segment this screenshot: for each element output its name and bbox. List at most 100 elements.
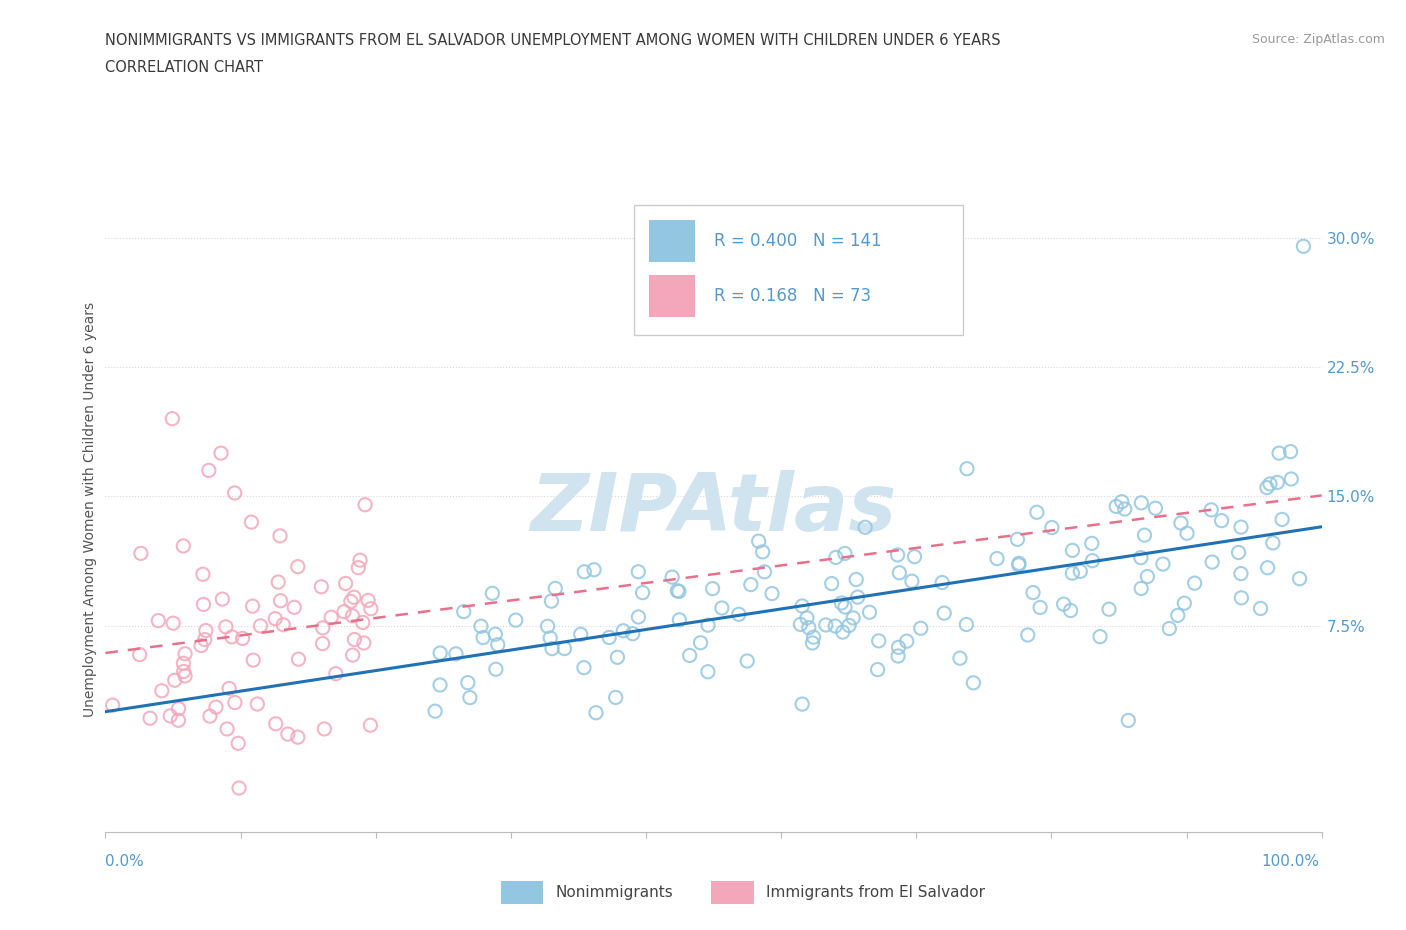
- Point: [710, 601, 733, 616]
- Point: [1059, 603, 1081, 618]
- Point: [536, 618, 558, 633]
- Point: [668, 584, 690, 599]
- Y-axis label: Unemployment Among Women with Children Under 6 years: Unemployment Among Women with Children U…: [83, 301, 97, 717]
- Point: [696, 664, 718, 679]
- Point: [217, 722, 239, 737]
- Point: [287, 652, 309, 667]
- Point: [1170, 515, 1192, 530]
- Point: [834, 600, 856, 615]
- Point: [621, 626, 644, 641]
- Text: Source: ZipAtlas.com: Source: ZipAtlas.com: [1251, 33, 1385, 46]
- Point: [1098, 602, 1121, 617]
- Point: [429, 678, 451, 693]
- Point: [789, 617, 811, 631]
- Point: [1199, 502, 1222, 517]
- Point: [821, 577, 844, 591]
- Point: [287, 730, 309, 745]
- Point: [1279, 445, 1302, 459]
- Point: [270, 593, 292, 608]
- Point: [903, 550, 925, 565]
- Point: [761, 586, 783, 601]
- Point: [264, 716, 287, 731]
- Point: [1211, 513, 1233, 528]
- Point: [831, 625, 853, 640]
- Point: [1258, 476, 1281, 491]
- Point: [801, 635, 824, 650]
- Point: [1007, 532, 1029, 547]
- Point: [333, 604, 356, 619]
- Point: [267, 575, 290, 590]
- Point: [1008, 556, 1031, 571]
- Point: [342, 647, 364, 662]
- Text: Nonimmigrants: Nonimmigrants: [555, 885, 673, 900]
- Point: [1184, 576, 1206, 591]
- Point: [1267, 475, 1289, 490]
- Point: [796, 610, 818, 625]
- Point: [1292, 239, 1315, 254]
- FancyBboxPatch shape: [711, 882, 754, 904]
- Point: [842, 610, 865, 625]
- Point: [661, 570, 683, 585]
- Point: [457, 675, 479, 690]
- Point: [1227, 545, 1250, 560]
- Point: [931, 575, 953, 590]
- Point: [751, 544, 773, 559]
- Point: [190, 638, 212, 653]
- Point: [1257, 560, 1279, 575]
- Point: [128, 647, 150, 662]
- Point: [689, 635, 711, 650]
- Point: [1130, 581, 1153, 596]
- Point: [472, 631, 495, 645]
- Point: [569, 627, 592, 642]
- Point: [173, 664, 195, 679]
- Point: [1136, 569, 1159, 584]
- Point: [962, 675, 984, 690]
- Point: [283, 600, 305, 615]
- Point: [834, 546, 856, 561]
- Point: [269, 528, 291, 543]
- Point: [1261, 536, 1284, 551]
- Point: [357, 593, 380, 608]
- Point: [910, 621, 932, 636]
- Point: [162, 616, 184, 631]
- Point: [470, 618, 492, 633]
- Point: [226, 736, 249, 751]
- Point: [1088, 630, 1111, 644]
- Point: [194, 623, 217, 638]
- Point: [1111, 494, 1133, 509]
- Point: [606, 650, 628, 665]
- Point: [678, 648, 700, 663]
- Text: CORRELATION CHART: CORRELATION CHART: [105, 60, 263, 75]
- Point: [1129, 551, 1152, 565]
- Point: [1081, 536, 1104, 551]
- Point: [129, 546, 152, 561]
- Point: [1256, 480, 1278, 495]
- Point: [1201, 554, 1223, 569]
- Point: [335, 576, 357, 591]
- Point: [1130, 496, 1153, 511]
- Point: [1144, 500, 1167, 515]
- Point: [1167, 608, 1189, 623]
- Point: [627, 565, 650, 579]
- Point: [803, 630, 825, 644]
- Point: [598, 630, 620, 644]
- Point: [1081, 553, 1104, 568]
- Point: [484, 627, 506, 642]
- Point: [101, 698, 124, 712]
- Point: [453, 604, 475, 619]
- Point: [172, 538, 194, 553]
- Point: [352, 615, 374, 630]
- Point: [605, 690, 627, 705]
- Point: [429, 645, 451, 660]
- Point: [887, 648, 910, 663]
- Point: [312, 620, 335, 635]
- FancyBboxPatch shape: [501, 882, 543, 904]
- Text: 100.0%: 100.0%: [1261, 854, 1319, 869]
- Point: [740, 578, 762, 592]
- Point: [148, 613, 170, 628]
- Point: [666, 583, 689, 598]
- Point: [956, 461, 979, 476]
- Point: [1159, 621, 1181, 636]
- Point: [949, 651, 972, 666]
- Point: [1271, 512, 1294, 527]
